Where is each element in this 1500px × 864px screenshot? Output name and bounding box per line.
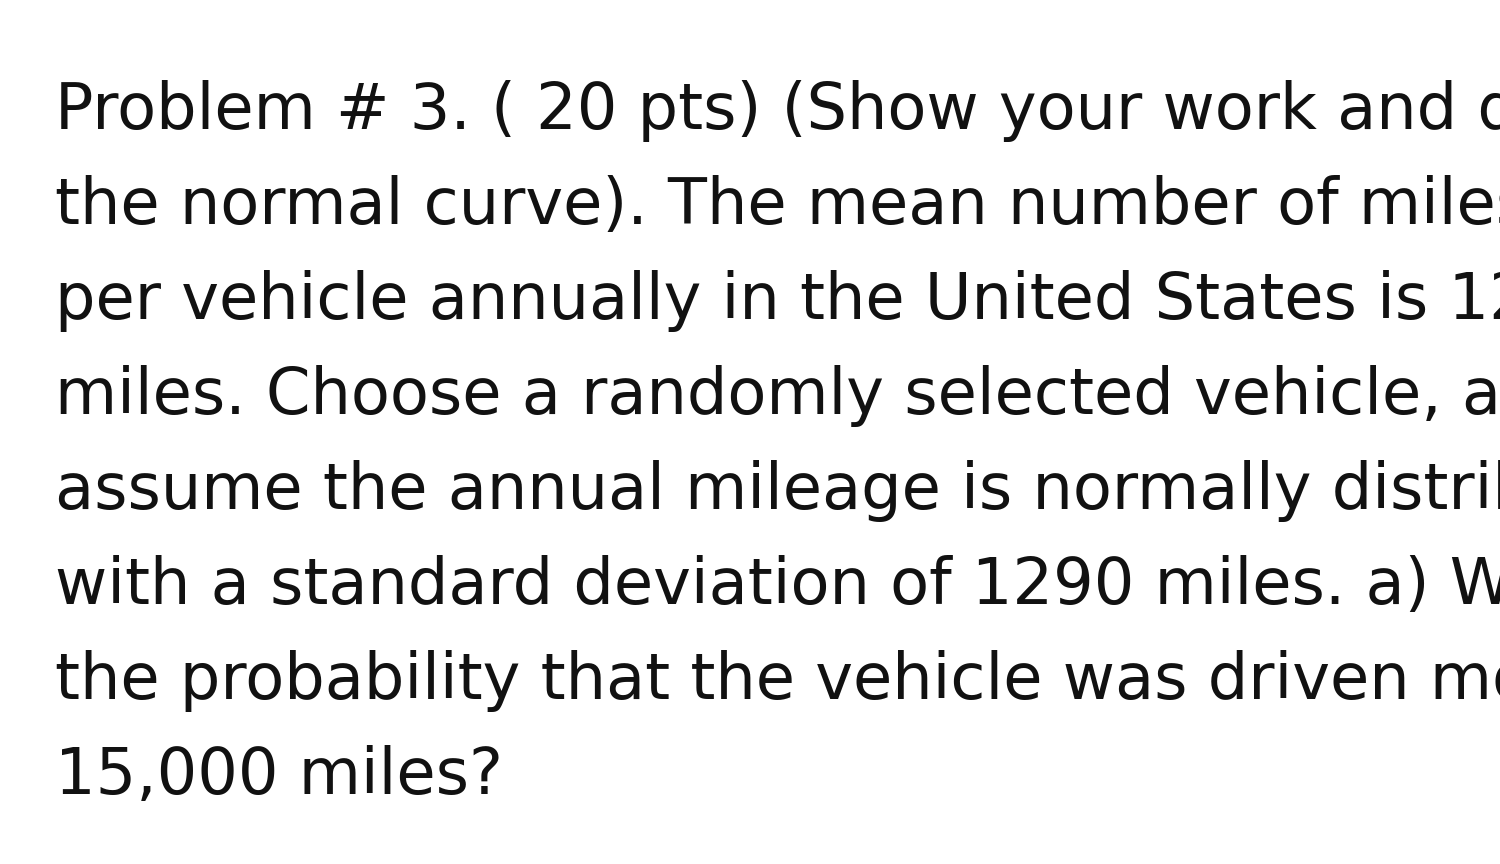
Text: 15,000 miles?: 15,000 miles?: [56, 745, 503, 807]
Text: miles. Choose a randomly selected vehicle, and: miles. Choose a randomly selected vehicl…: [56, 365, 1500, 427]
Text: the normal curve). The mean number of miles driven: the normal curve). The mean number of mi…: [56, 175, 1500, 237]
Text: the probability that the vehicle was driven more than: the probability that the vehicle was dri…: [56, 650, 1500, 712]
Text: Problem # 3. ( 20 pts) (Show your work and draw: Problem # 3. ( 20 pts) (Show your work a…: [56, 80, 1500, 142]
Text: assume the annual mileage is normally distributed: assume the annual mileage is normally di…: [56, 460, 1500, 522]
Text: with a standard deviation of 1290 miles. a) What is: with a standard deviation of 1290 miles.…: [56, 555, 1500, 617]
Text: per vehicle annually in the United States is 12,494: per vehicle annually in the United State…: [56, 270, 1500, 332]
